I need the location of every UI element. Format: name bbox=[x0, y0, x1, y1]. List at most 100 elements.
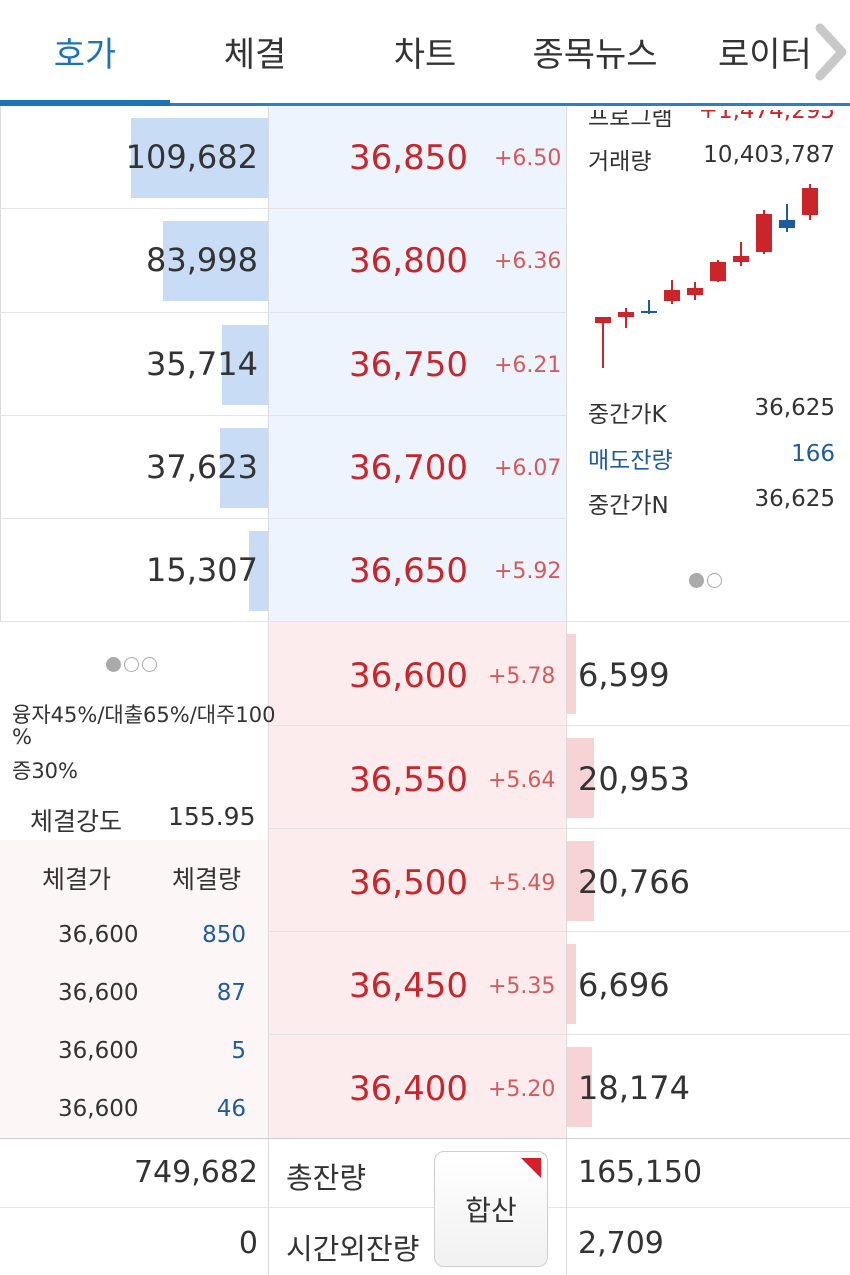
program-value: +1,474,295 bbox=[698, 98, 835, 124]
buy-volume-bar bbox=[566, 841, 594, 921]
candle-body bbox=[733, 256, 749, 262]
candle-body bbox=[618, 312, 634, 317]
buy-volume-bar bbox=[566, 1047, 592, 1127]
mini-candlestick-chart[interactable] bbox=[585, 180, 835, 380]
margin-info-line1: 융자45%/대출65%/대주100 bbox=[12, 703, 276, 727]
sell-price: 36,800 bbox=[349, 241, 468, 281]
sell-volume: 37,623 bbox=[146, 448, 258, 486]
buy-change-pct: +5.20 bbox=[488, 1077, 556, 1102]
mid-price-n-value: 36,625 bbox=[754, 486, 835, 512]
buy-order-row[interactable]: 36,400 +5.20 18,174 bbox=[268, 1035, 850, 1138]
buy-change-pct: +5.49 bbox=[488, 871, 556, 896]
grid-line bbox=[0, 208, 566, 209]
sell-change-pct: +6.36 bbox=[494, 249, 562, 274]
sell-order-row[interactable]: 83,998 36,800 +6.36 bbox=[0, 209, 566, 312]
margin-deposit-rate: 증30% bbox=[12, 759, 78, 783]
grid-line bbox=[566, 106, 567, 1275]
sell-total-value: 749,682 bbox=[133, 1155, 258, 1190]
grid-line bbox=[0, 1138, 850, 1139]
sell-volume-bar bbox=[220, 428, 268, 508]
tab-reuters[interactable]: 로이터 bbox=[718, 34, 812, 75]
tab-bar: 호가 체결 차트 종목뉴스 로이터 bbox=[0, 0, 850, 106]
sell-order-row[interactable]: 109,682 36,850 +6.50 bbox=[0, 106, 566, 209]
buy-order-row[interactable]: 36,500 +5.49 20,766 bbox=[268, 829, 850, 932]
buy-total-value: 165,150 bbox=[578, 1155, 703, 1190]
strength-label: 체결강도 bbox=[30, 807, 123, 836]
tab-chart[interactable]: 차트 bbox=[393, 34, 457, 75]
sell-price: 36,850 bbox=[349, 138, 468, 178]
candle-body bbox=[664, 290, 680, 301]
page-dot-active bbox=[106, 657, 121, 672]
candle-body bbox=[687, 288, 703, 295]
sum-button-label: 합산 bbox=[465, 1194, 517, 1227]
volume-value: 10,403,787 bbox=[703, 142, 835, 168]
buy-volume: 6,696 bbox=[578, 966, 670, 1004]
grid-line bbox=[0, 106, 1, 622]
grid-line bbox=[0, 312, 566, 313]
sell-change-pct: +6.21 bbox=[494, 353, 562, 378]
buy-volume-bar bbox=[566, 738, 594, 818]
sell-price: 36,650 bbox=[349, 551, 468, 591]
candle-body bbox=[779, 220, 795, 228]
tab-trades[interactable]: 체결 bbox=[223, 34, 287, 75]
trade-qty: 87 bbox=[216, 980, 246, 1006]
chevron-right-icon[interactable] bbox=[812, 22, 850, 82]
sell-volume: 109,682 bbox=[125, 138, 258, 176]
trade-price: 36,600 bbox=[58, 1038, 139, 1064]
sell-order-row[interactable]: 37,623 36,700 +6.07 bbox=[0, 416, 566, 519]
sell-order-row[interactable]: 35,714 36,750 +6.21 bbox=[0, 313, 566, 416]
trade-row: 36,600 5 bbox=[0, 1038, 268, 1068]
left-page-indicator[interactable] bbox=[106, 657, 157, 672]
tab-news[interactable]: 종목뉴스 bbox=[532, 34, 658, 75]
page-dot bbox=[707, 573, 722, 588]
trade-price: 36,600 bbox=[58, 1096, 139, 1122]
grid-line bbox=[268, 725, 850, 726]
grid-line bbox=[268, 828, 850, 829]
buy-price: 36,400 bbox=[349, 1069, 468, 1109]
mid-price-k-label: 중간가K bbox=[588, 402, 667, 428]
buy-volume: 20,953 bbox=[578, 760, 690, 798]
candle-body bbox=[756, 214, 772, 252]
ask-remaining-label: 매도잔량 bbox=[588, 448, 673, 474]
buy-price: 36,500 bbox=[349, 863, 468, 903]
after-hours-buy-value: 2,709 bbox=[578, 1226, 664, 1261]
page-dot bbox=[124, 657, 139, 672]
sell-change-pct: +5.92 bbox=[494, 559, 562, 584]
grid-line bbox=[268, 106, 269, 1275]
buy-change-pct: +5.64 bbox=[488, 768, 556, 793]
sell-volume: 83,998 bbox=[146, 241, 258, 279]
mid-price-n-label: 중간가N bbox=[588, 493, 669, 519]
buy-order-row[interactable]: 36,600 +5.78 6,599 bbox=[268, 622, 850, 725]
grid-line bbox=[0, 415, 566, 416]
grid-line bbox=[0, 1207, 850, 1208]
after-hours-sell-value: 0 bbox=[238, 1226, 258, 1261]
buy-price: 36,550 bbox=[349, 760, 468, 800]
trade-list-panel bbox=[0, 840, 268, 1138]
trade-price-header: 체결가 bbox=[42, 865, 112, 894]
buy-volume: 20,766 bbox=[578, 863, 690, 901]
sum-button[interactable]: 합산 bbox=[434, 1151, 548, 1267]
sell-order-row[interactable]: 15,307 36,650 +5.92 bbox=[0, 519, 566, 622]
tab-hoga[interactable]: 호가 bbox=[53, 34, 117, 75]
trade-qty: 850 bbox=[202, 922, 246, 948]
buy-volume-bar bbox=[566, 944, 576, 1024]
sell-volume-bar bbox=[249, 531, 268, 611]
buy-volume: 6,599 bbox=[578, 656, 670, 694]
sell-price-column bbox=[268, 106, 566, 622]
info-page-indicator[interactable] bbox=[689, 573, 722, 588]
buy-order-row[interactable]: 36,550 +5.64 20,953 bbox=[268, 726, 850, 829]
sell-price: 36,750 bbox=[349, 345, 468, 385]
sell-volume: 15,307 bbox=[146, 551, 258, 589]
candle-body bbox=[802, 188, 818, 215]
sell-volume-bar bbox=[131, 118, 268, 198]
grid-line bbox=[268, 1034, 850, 1035]
active-tab-indicator bbox=[0, 100, 170, 106]
buy-change-pct: +5.35 bbox=[488, 974, 556, 999]
trade-row: 36,600 850 bbox=[0, 922, 268, 952]
buy-price-column bbox=[268, 622, 566, 1138]
corner-flag-icon bbox=[521, 1158, 541, 1178]
buy-order-row[interactable]: 36,450 +5.35 6,696 bbox=[268, 932, 850, 1035]
candle-body bbox=[710, 262, 726, 281]
page-dot-active bbox=[689, 573, 704, 588]
